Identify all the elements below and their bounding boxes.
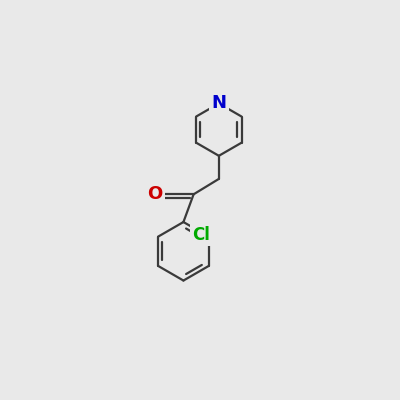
Text: N: N [211, 94, 226, 112]
Text: O: O [147, 185, 162, 203]
Text: Cl: Cl [192, 226, 210, 244]
